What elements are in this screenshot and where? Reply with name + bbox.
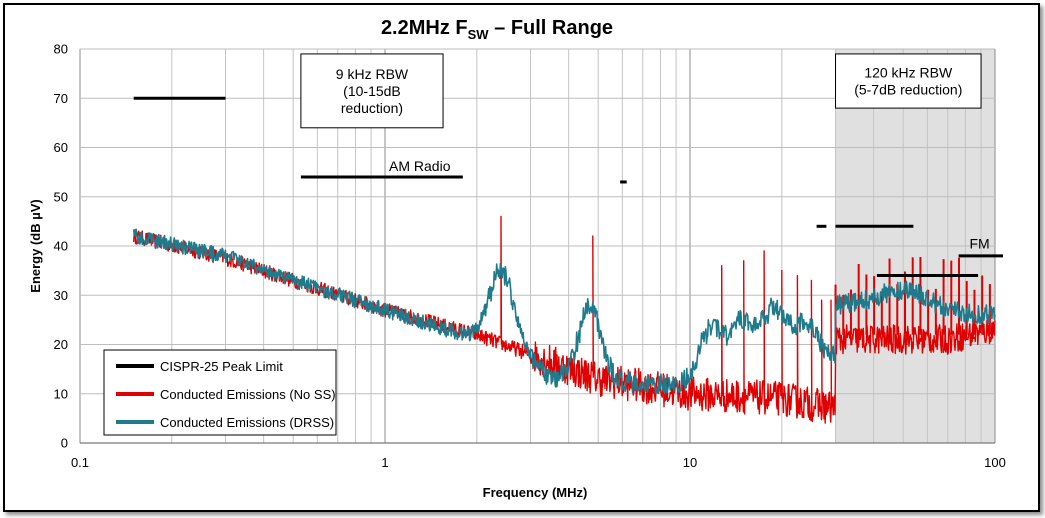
y-tick-label: 20 [54, 337, 68, 352]
rbw-box-text: reduction) [341, 100, 403, 116]
x-tick-label: 1 [381, 455, 388, 470]
tick-labels: 0.1 1 10 100 0 10 20 30 40 50 60 70 80 [54, 42, 1006, 471]
legend: CISPR-25 Peak Limit Conducted Emissions (… [103, 349, 337, 436]
series-layer [132, 96, 1003, 424]
rbw-box-text: (5-7dB reduction) [854, 82, 962, 98]
x-tick-label: 10 [683, 455, 697, 470]
legend-label: Conducted Emissions (No SS) [160, 387, 336, 402]
rbw-box-text: 9 kHz RBW [336, 66, 409, 82]
legend-label: Conducted Emissions (DRSS) [160, 415, 334, 430]
rbw-box [835, 53, 982, 109]
series-drss-line [132, 228, 996, 395]
y-tick-label: 10 [54, 386, 68, 401]
chart-title: 2.2MHz FSW – Full Range [381, 17, 613, 42]
x-axis-title: Frequency (MHz) [483, 485, 588, 500]
y-tick-label: 70 [54, 91, 68, 106]
x-tick-label: 100 [984, 455, 1006, 470]
band-label: AM Radio [389, 158, 451, 174]
y-tick-label: 80 [54, 42, 68, 57]
y-tick-label: 40 [54, 239, 68, 254]
x-tick-label: 0.1 [71, 455, 89, 470]
rbw-box-text: (10-15dB [343, 83, 401, 99]
y-tick-label: 50 [54, 189, 68, 204]
y-tick-label: 0 [61, 436, 68, 451]
rbw-box [300, 53, 444, 129]
y-axis-title: Energy (dB µV) [28, 199, 43, 292]
rbw-box-text: 120 kHz RBW [864, 65, 953, 81]
legend-label: CISPR-25 Peak Limit [160, 359, 283, 374]
y-tick-label: 60 [54, 140, 68, 155]
y-tick-label: 30 [54, 288, 68, 303]
band-label: FM [969, 235, 989, 251]
